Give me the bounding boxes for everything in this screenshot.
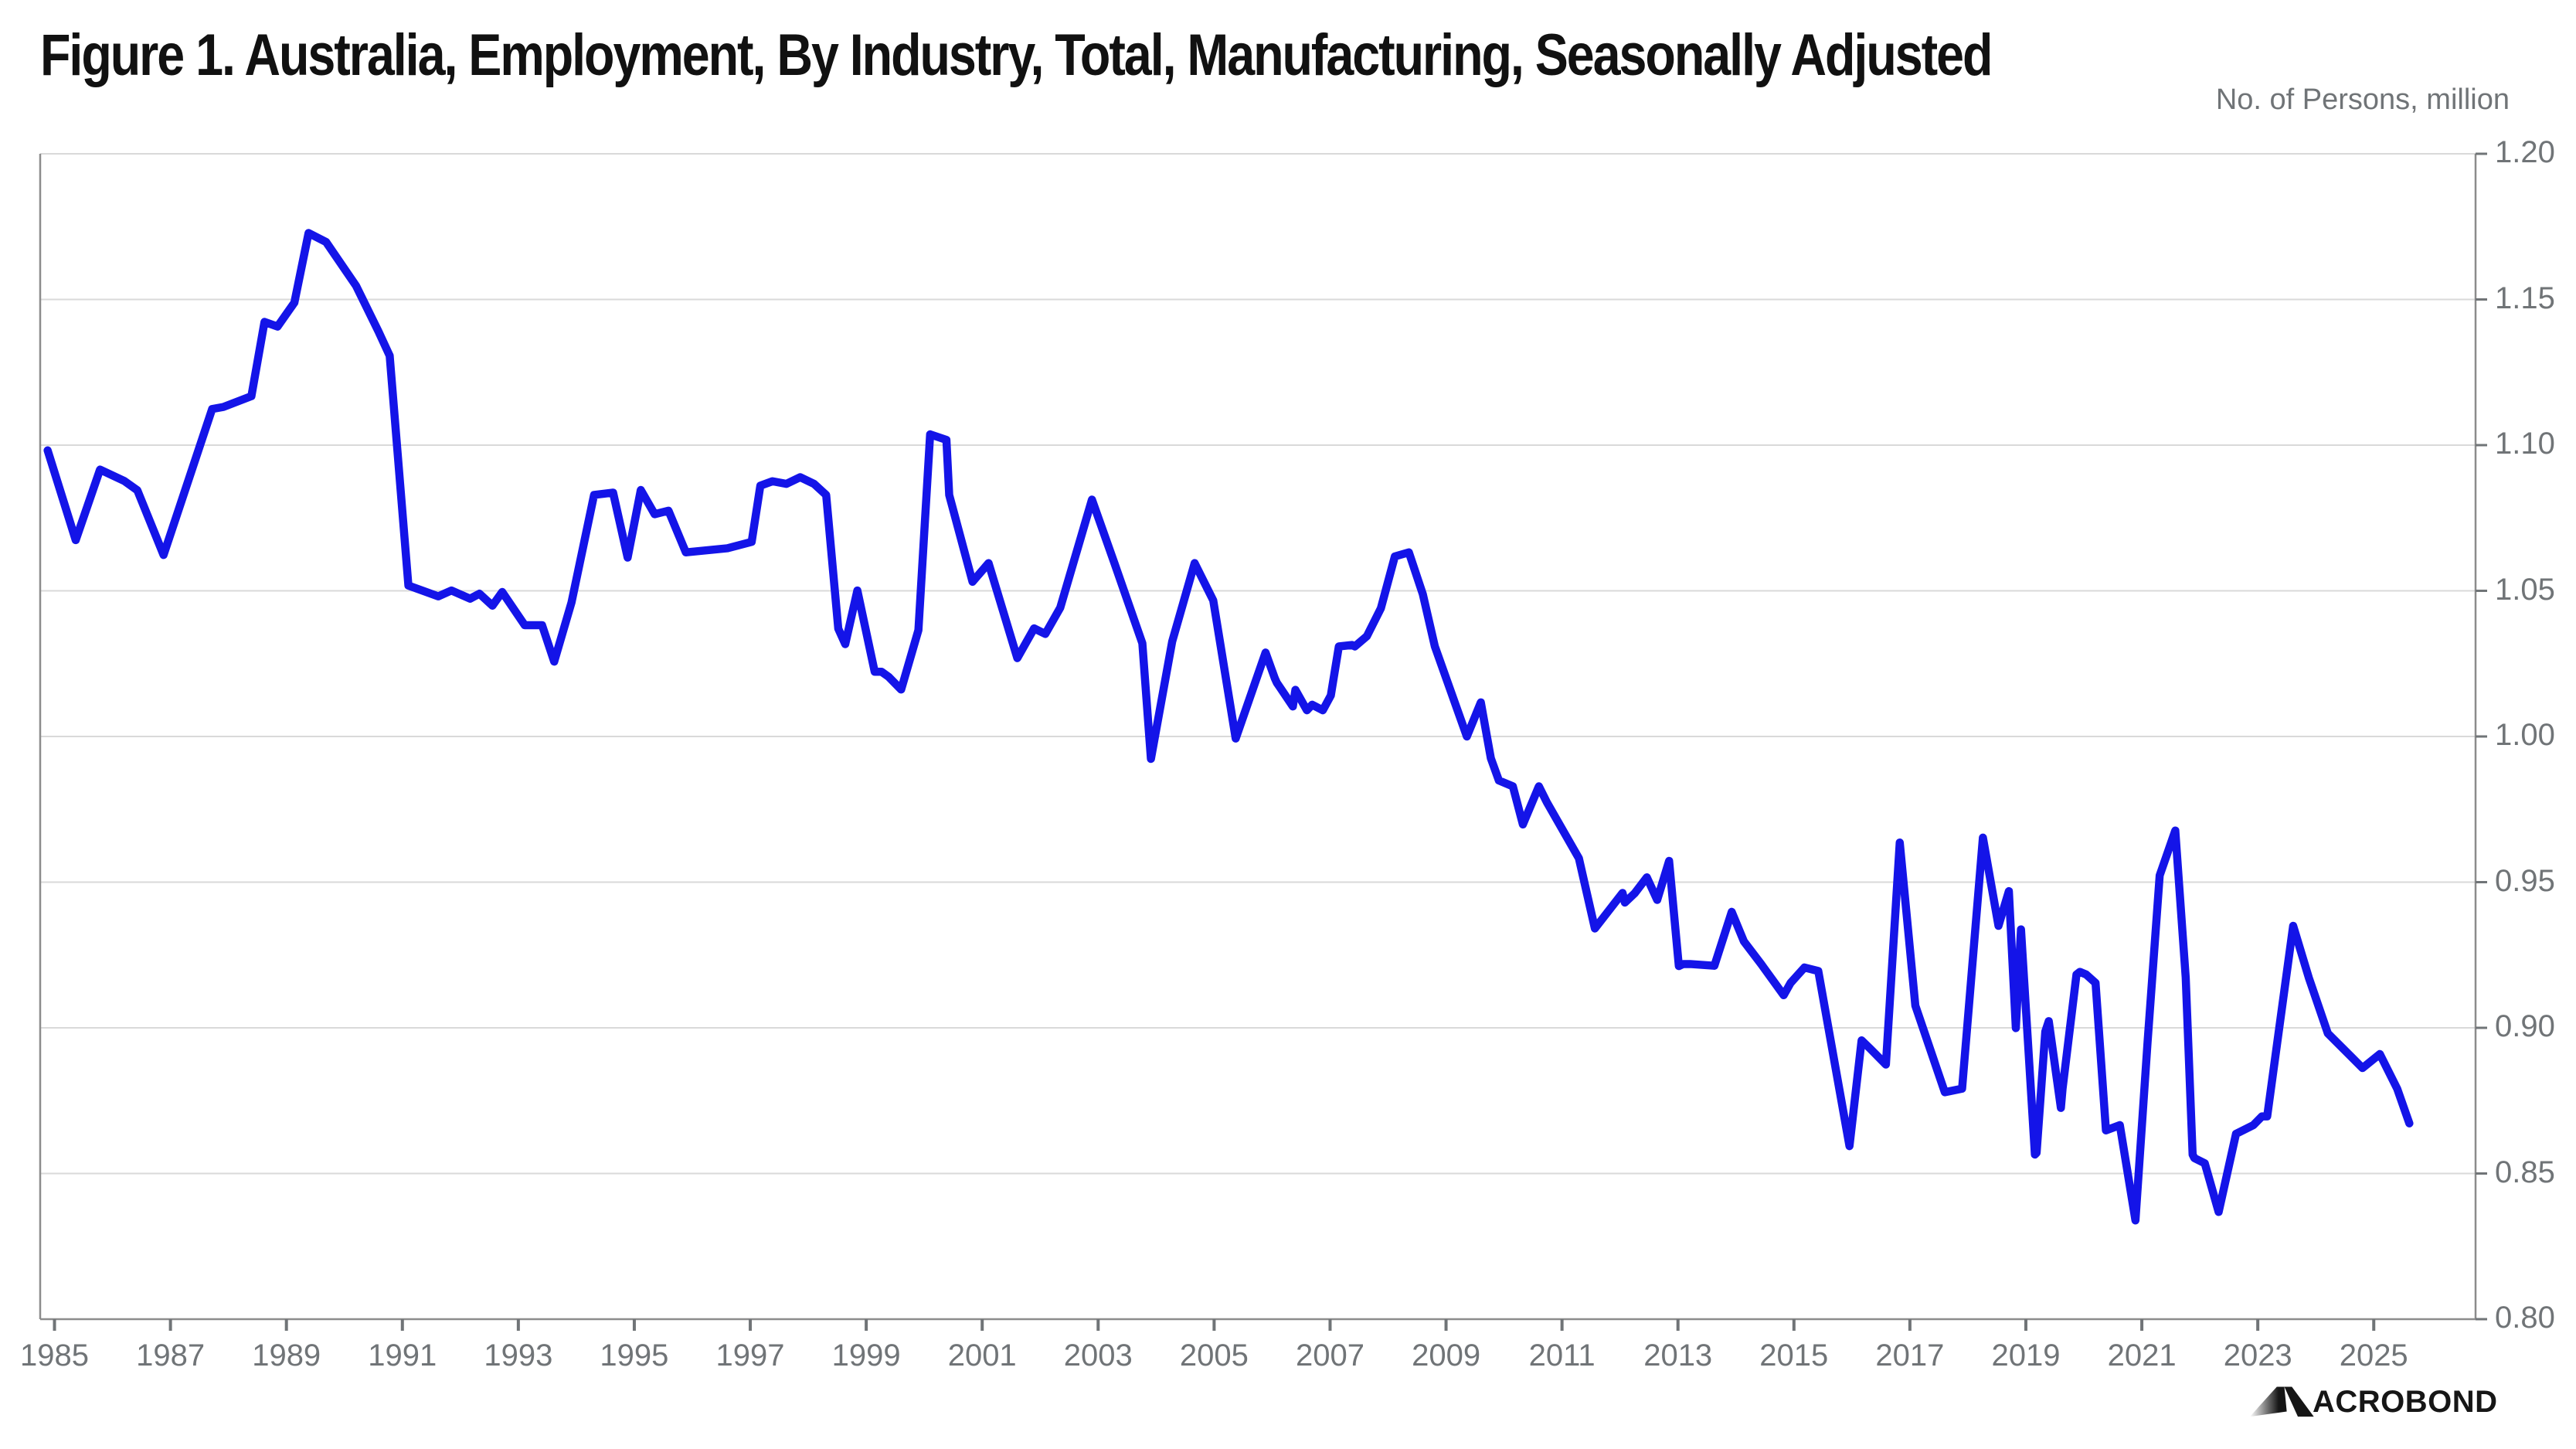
svg-text:ACROBOND: ACROBOND	[2313, 1385, 2498, 1419]
